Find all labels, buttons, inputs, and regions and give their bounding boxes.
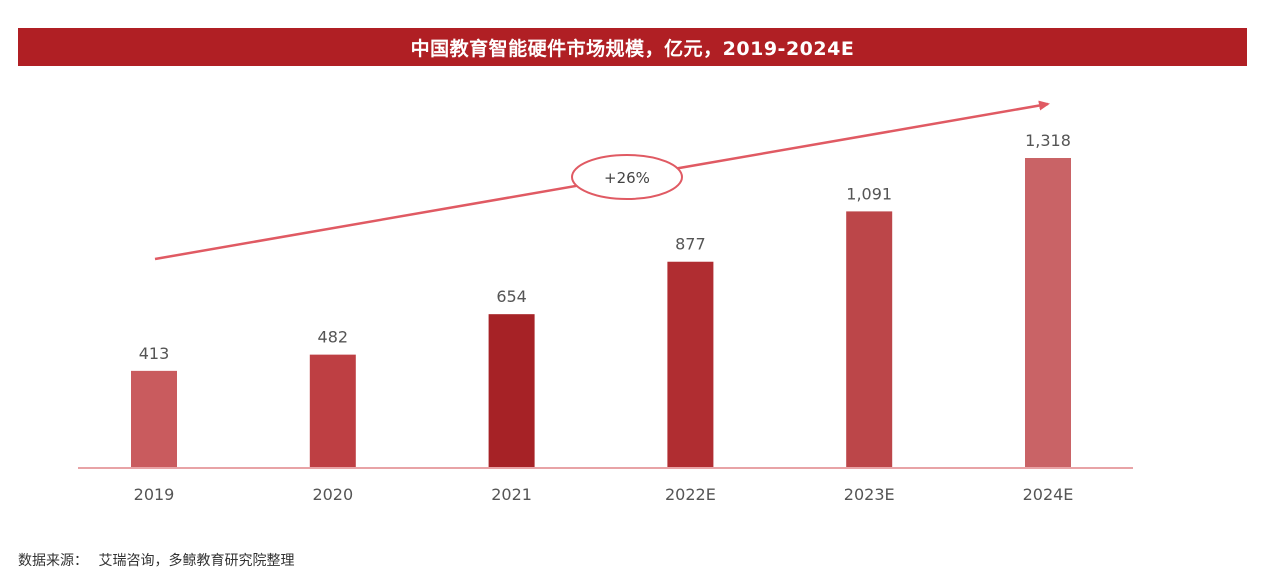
value-label-2023E: 1,091 <box>846 184 892 203</box>
bars-layer: 413 2019 482 2020 654 2021 877 2022E 1,091 2023E 1… <box>131 131 1073 504</box>
chart-title: 中国教育智能硬件市场规模，亿元，2019-2024E <box>18 28 1247 66</box>
trend-annotation: +26% <box>154 100 1050 261</box>
category-label-2023E: 2023E <box>844 485 895 504</box>
bar-2023E <box>846 211 893 469</box>
growth-rate-ellipse <box>571 154 683 200</box>
category-label-2021: 2021 <box>491 485 532 504</box>
bar-2021 <box>488 314 535 468</box>
value-label-2024E: 1,318 <box>1025 131 1071 150</box>
value-label-2019: 413 <box>139 344 170 363</box>
value-label-2022E: 877 <box>675 235 706 254</box>
bar-2022E <box>667 261 714 468</box>
value-label-2021: 654 <box>496 287 527 306</box>
source-text: 艾瑞咨询，多鲸教育研究院整理 <box>98 553 295 569</box>
value-label-2020: 482 <box>318 328 349 347</box>
bar-2019 <box>131 370 177 468</box>
bar-2024E <box>1025 158 1071 468</box>
bar-2020 <box>309 354 356 468</box>
growth-rate-label: +26% <box>604 169 650 187</box>
category-label-2024E: 2024E <box>1023 485 1074 504</box>
category-label-2022E: 2022E <box>665 485 716 504</box>
source-note: 数据来源： 艾瑞咨询，多鲸教育研究院整理 <box>18 550 294 570</box>
category-label-2020: 2020 <box>312 485 353 504</box>
category-label-2019: 2019 <box>134 485 175 504</box>
source-label: 数据来源： <box>18 553 88 569</box>
